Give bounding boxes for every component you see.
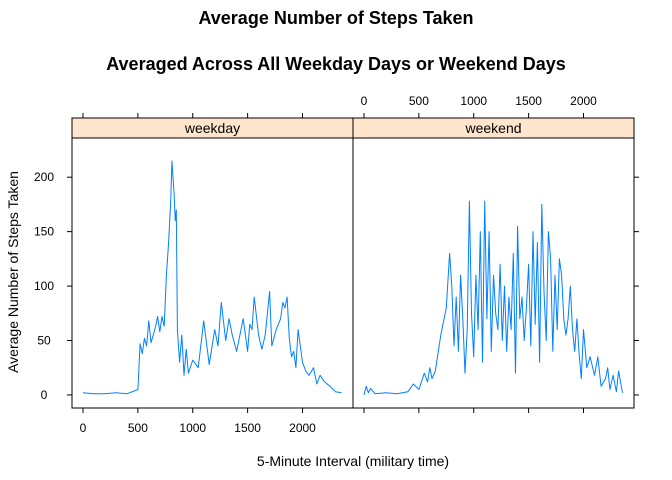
chart-subtitle: Averaged Across All Weekday Days or Week… bbox=[106, 54, 566, 74]
y-tick-label: 0 bbox=[41, 388, 48, 402]
panel-frame-weekend bbox=[352, 137, 635, 409]
x-tick-label: 0 bbox=[80, 421, 87, 435]
x-tick-label: 500 bbox=[128, 421, 148, 435]
y-tick-label: 100 bbox=[34, 279, 54, 293]
x-tick-label: 1000 bbox=[460, 94, 487, 108]
y-axis-label: Average Number of Steps Taken bbox=[5, 171, 21, 373]
x-tick-label: 1000 bbox=[179, 421, 206, 435]
strip-label-weekend: weekend bbox=[464, 120, 521, 136]
x-tick-label: 500 bbox=[409, 94, 429, 108]
x-tick-label: 1500 bbox=[234, 421, 261, 435]
series-line-weekend bbox=[363, 200, 623, 396]
y-tick-label: 150 bbox=[34, 225, 54, 239]
y-tick-label: 200 bbox=[34, 170, 54, 184]
y-tick-label: 50 bbox=[37, 334, 51, 348]
panels-group: weekday 0 500 1000 1500 2000 0 50 100 150 200 weeke… bbox=[34, 94, 639, 435]
x-tick-label: 1500 bbox=[515, 94, 542, 108]
x-axis-label: 5-Minute Interval (military time) bbox=[257, 453, 449, 469]
series-line-weekday bbox=[82, 160, 342, 395]
strip-label-weekday: weekday bbox=[184, 120, 240, 136]
x-tick-label: 2000 bbox=[289, 421, 316, 435]
x-tick-label: 0 bbox=[361, 94, 368, 108]
panel-frame-weekday bbox=[71, 137, 354, 409]
chart-title: Average Number of Steps Taken bbox=[198, 8, 473, 28]
x-tick-label: 2000 bbox=[570, 94, 597, 108]
